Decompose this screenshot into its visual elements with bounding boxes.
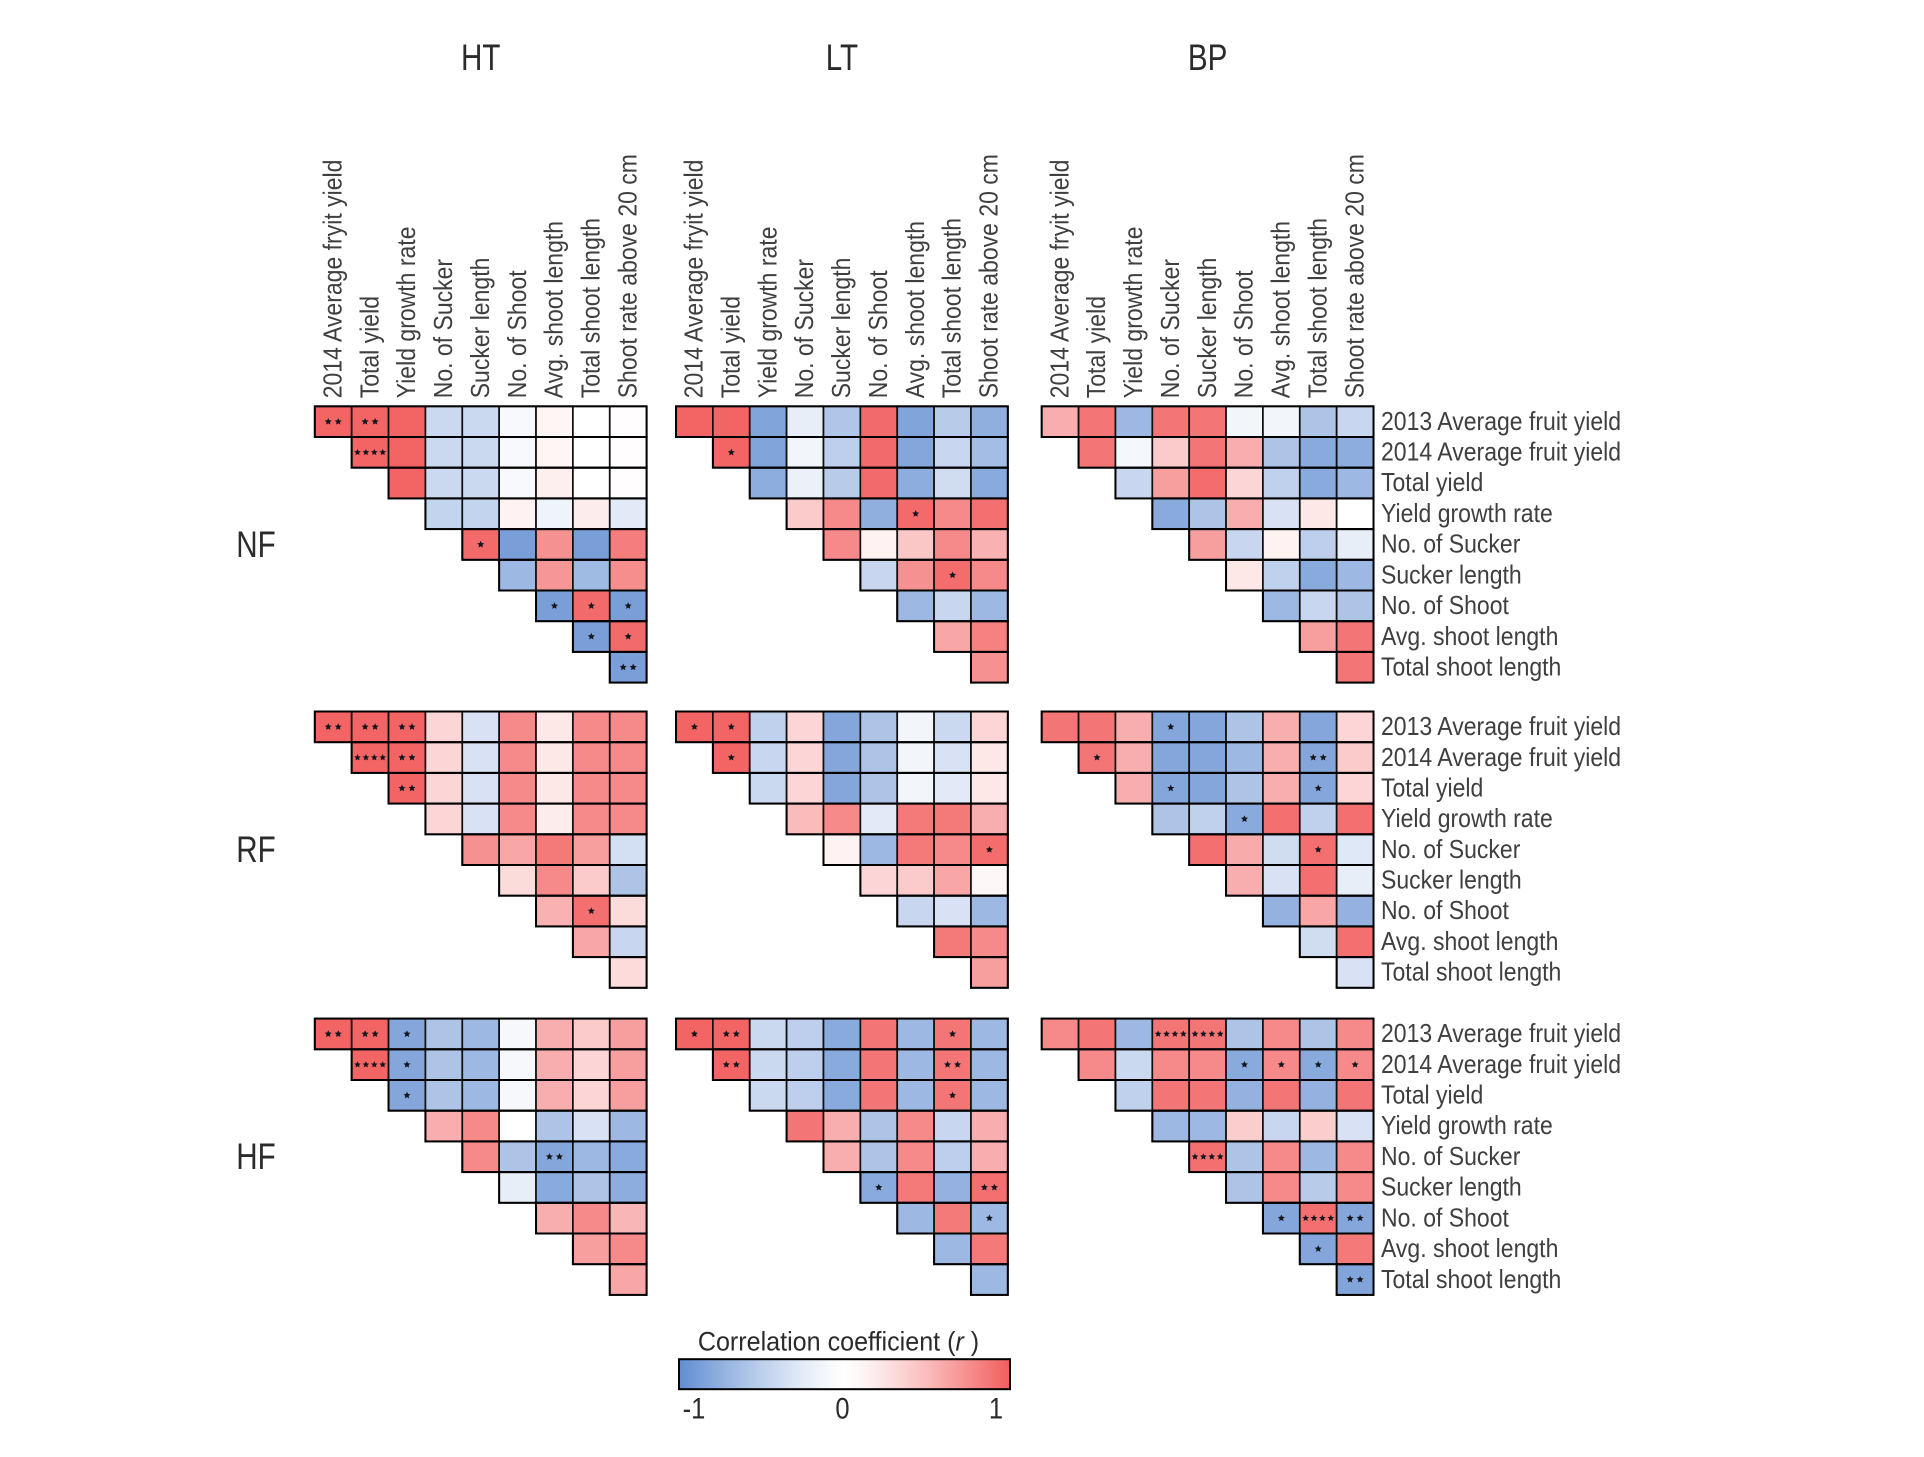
- svg-text:No. of Sucker: No. of Sucker: [1381, 530, 1520, 559]
- svg-text:2013 Average fruit yield: 2013 Average fruit yield: [1381, 408, 1621, 437]
- svg-text:No. of Sucker: No. of Sucker: [430, 259, 459, 398]
- svg-text:Avg. shoot length: Avg. shoot length: [1267, 221, 1296, 398]
- svg-text:NF: NF: [236, 525, 275, 566]
- svg-text:Avg. shoot length: Avg. shoot length: [1381, 623, 1558, 652]
- svg-text:2014 Average fryit yield: 2014 Average fryit yield: [1046, 160, 1075, 399]
- svg-text:Shoot rate above 20 cm: Shoot rate above 20 cm: [975, 154, 1004, 398]
- svg-text:2014 Average fruit yield: 2014 Average fruit yield: [1381, 744, 1621, 773]
- svg-text:Shoot rate above 20 cm: Shoot rate above 20 cm: [614, 154, 643, 398]
- svg-text:2014 Average fruit yield: 2014 Average fruit yield: [1381, 438, 1621, 467]
- svg-text:No. of Shoot: No. of Shoot: [1381, 1204, 1509, 1233]
- svg-text:No. of Sucker: No. of Sucker: [1157, 259, 1186, 398]
- svg-text:Total shoot length: Total shoot length: [1381, 958, 1561, 987]
- svg-text:Total yield: Total yield: [356, 296, 385, 398]
- svg-text:Total yield: Total yield: [717, 296, 746, 398]
- svg-text:2014 Average fryit yield: 2014 Average fryit yield: [680, 160, 709, 399]
- svg-text:0: 0: [835, 1392, 849, 1425]
- svg-text:Yield growth rate: Yield growth rate: [754, 227, 783, 399]
- svg-text:Total yield: Total yield: [1381, 774, 1483, 803]
- svg-text:Total yield: Total yield: [1083, 296, 1112, 398]
- svg-text:No. of Shoot: No. of Shoot: [865, 270, 894, 398]
- svg-text:Yield growth rate: Yield growth rate: [393, 227, 422, 399]
- svg-text:Total yield: Total yield: [1381, 1081, 1483, 1110]
- svg-text:Shoot rate above 20 cm: Shoot rate above 20 cm: [1341, 154, 1370, 398]
- svg-text:Total shoot length: Total shoot length: [577, 218, 606, 398]
- svg-text:Total shoot length: Total shoot length: [1381, 1266, 1561, 1295]
- svg-text:No. of Shoot: No. of Shoot: [1381, 897, 1509, 926]
- svg-text:Yield growth rate: Yield growth rate: [1381, 805, 1553, 834]
- svg-text:Yield growth rate: Yield growth rate: [1381, 500, 1553, 529]
- svg-text:No. of Sucker: No. of Sucker: [791, 259, 820, 398]
- svg-text:Avg. shoot length: Avg. shoot length: [1381, 1235, 1558, 1264]
- svg-text:2014 Average fryit yield: 2014 Average fryit yield: [319, 160, 348, 399]
- svg-text:LT: LT: [826, 38, 858, 79]
- svg-text:Sucker length: Sucker length: [1194, 258, 1223, 399]
- svg-text:Total shoot length: Total shoot length: [1304, 218, 1333, 398]
- svg-text:2014 Average fruit yield: 2014 Average fruit yield: [1381, 1051, 1621, 1080]
- svg-text:-1: -1: [683, 1392, 706, 1425]
- svg-text:Sucker length: Sucker length: [1381, 1173, 1522, 1202]
- svg-text:Sucker length: Sucker length: [467, 258, 496, 399]
- svg-text:RF: RF: [236, 830, 275, 871]
- svg-text:2013 Average fruit yield: 2013 Average fruit yield: [1381, 1020, 1621, 1049]
- svg-text:Yield growth rate: Yield growth rate: [1120, 227, 1149, 399]
- svg-text:2013 Average fruit yield: 2013 Average fruit yield: [1381, 713, 1621, 742]
- svg-text:HF: HF: [236, 1137, 275, 1178]
- svg-text:Sucker length: Sucker length: [1381, 561, 1522, 590]
- svg-text:No. of Shoot: No. of Shoot: [1230, 270, 1259, 398]
- svg-text:No. of Shoot: No. of Shoot: [1381, 592, 1509, 621]
- svg-text:Avg. shoot length: Avg. shoot length: [1381, 928, 1558, 957]
- svg-text:1: 1: [989, 1392, 1003, 1425]
- svg-text:HT: HT: [461, 38, 500, 79]
- svg-text:Yield growth rate: Yield growth rate: [1381, 1112, 1553, 1141]
- svg-text:Avg. shoot length: Avg. shoot length: [540, 221, 569, 398]
- svg-text:Correlation coefficient (r ): Correlation coefficient (r ): [698, 1325, 979, 1356]
- svg-text:No. of Sucker: No. of Sucker: [1381, 836, 1520, 865]
- svg-text:BP: BP: [1188, 38, 1227, 79]
- svg-text:Sucker length: Sucker length: [1381, 866, 1522, 895]
- svg-text:Avg. shoot length: Avg. shoot length: [902, 221, 931, 398]
- svg-text:No. of Sucker: No. of Sucker: [1381, 1143, 1520, 1172]
- svg-text:Total shoot length: Total shoot length: [938, 218, 967, 398]
- svg-text:Total shoot length: Total shoot length: [1381, 653, 1561, 682]
- svg-text:Total yield: Total yield: [1381, 469, 1483, 498]
- svg-text:No. of Shoot: No. of Shoot: [504, 270, 533, 398]
- svg-text:Sucker length: Sucker length: [828, 258, 857, 399]
